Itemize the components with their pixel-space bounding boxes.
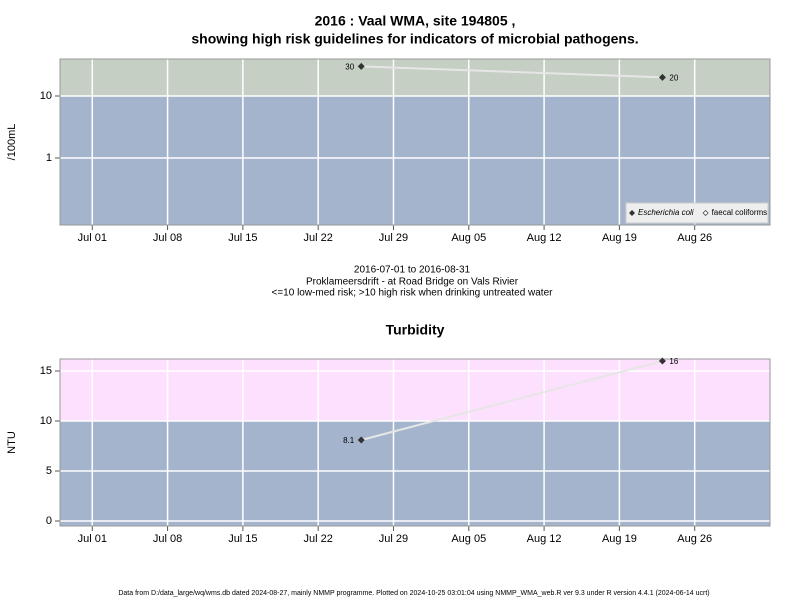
y-tick-label: 10 <box>40 90 52 102</box>
band-low <box>60 421 770 526</box>
y-tick-label: 15 <box>40 365 52 377</box>
x-tick-label: Aug 12 <box>527 533 562 545</box>
y-tick-label: 5 <box>46 465 52 477</box>
x-tick-label: Aug 05 <box>451 533 486 545</box>
x-tick-label: Jul 22 <box>304 232 333 244</box>
band-high <box>60 359 770 421</box>
x-tick-label: Aug 19 <box>602 533 637 545</box>
x-tick-label: Jul 08 <box>153 232 182 244</box>
series-line <box>361 65 663 79</box>
legend-label: Escherichia coli <box>638 208 694 217</box>
x-tick-label: Jul 01 <box>78 533 107 545</box>
data-label: 8.1 <box>343 436 355 445</box>
legend-label: faecal coliforms <box>712 208 768 217</box>
y-tick-label: 1 <box>46 152 52 164</box>
x-tick-label: Aug 26 <box>677 232 712 244</box>
x-tick-label: Aug 12 <box>527 232 562 244</box>
data-label: 16 <box>669 357 678 366</box>
legend-box <box>625 202 769 224</box>
x-tick-label: Jul 15 <box>228 533 257 545</box>
plot-frame <box>59 358 771 527</box>
x-tick-label: Jul 08 <box>153 533 182 545</box>
data-point <box>357 436 365 444</box>
data-label: 30 <box>345 63 354 72</box>
caption: 2016-07-01 to 2016-08-31 <box>354 265 471 276</box>
y-tick-label: 0 <box>46 515 52 527</box>
legend-marker <box>629 210 635 216</box>
data-point <box>658 73 666 81</box>
x-tick-label: Jul 22 <box>304 533 333 545</box>
chart-title: 2016 : Vaal WMA, site 194805 , <box>315 13 516 29</box>
data-point <box>357 62 365 70</box>
x-tick-label: Aug 19 <box>602 232 637 244</box>
x-tick-label: Jul 01 <box>78 232 107 244</box>
x-tick-label: Aug 05 <box>451 232 486 244</box>
plot-frame <box>59 58 771 226</box>
y-tick-label: 10 <box>40 415 52 427</box>
x-tick-label: Jul 29 <box>379 533 408 545</box>
legend-marker <box>702 210 709 216</box>
chart-title: Turbidity <box>386 322 445 338</box>
data-label: 20 <box>669 73 678 82</box>
data-point <box>658 357 666 365</box>
x-tick-label: Aug 26 <box>677 533 712 545</box>
chart-title: showing high risk guidelines for indicat… <box>191 31 638 47</box>
x-tick-label: Jul 15 <box>228 232 257 244</box>
caption: <=10 low-med risk; >10 high risk when dr… <box>272 288 554 299</box>
y-axis-label: NTU <box>6 431 18 454</box>
y-axis-label: /100mL <box>6 124 18 161</box>
caption: Proklameersdrift - at Road Bridge on Val… <box>306 277 519 288</box>
x-tick-label: Jul 29 <box>379 232 408 244</box>
footer: Data from D:/data_large/wq/wms.db dated … <box>118 590 709 597</box>
series-line <box>360 360 663 441</box>
